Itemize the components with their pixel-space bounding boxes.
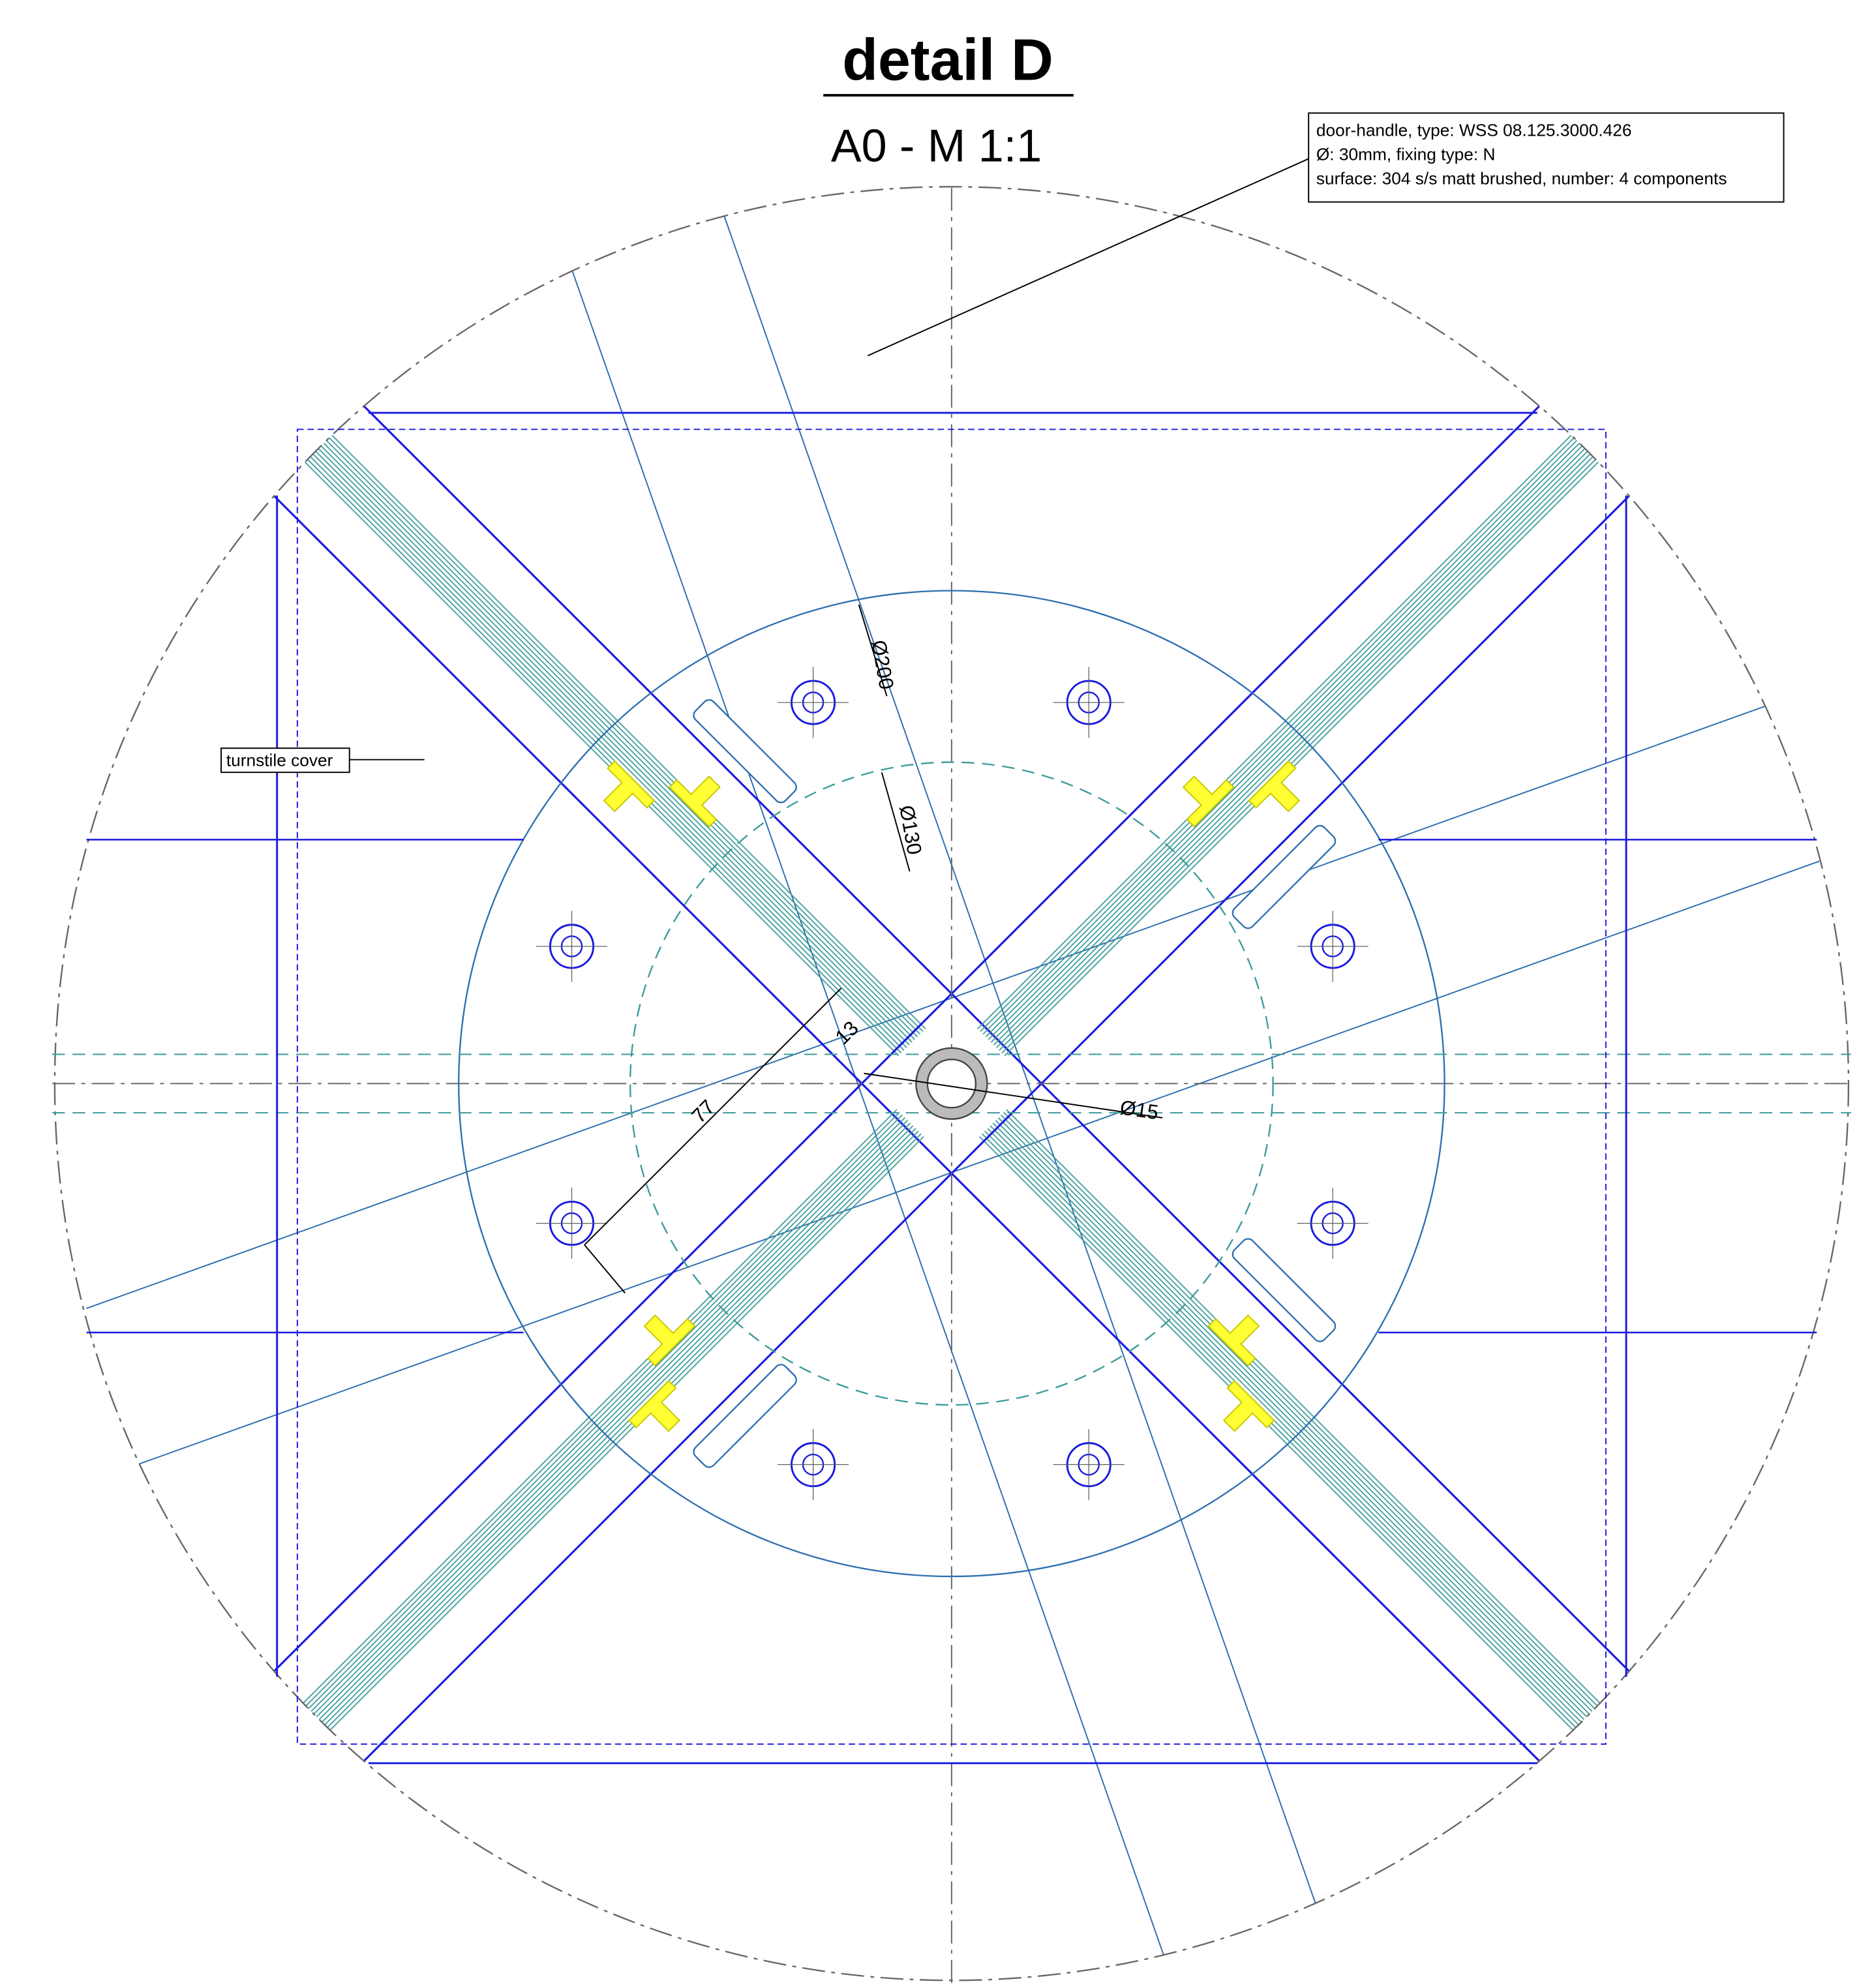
scale: A0 - M 1:1 bbox=[831, 120, 1042, 171]
note-line: surface: 304 s/s matt brushed, number: 4… bbox=[1316, 168, 1727, 188]
background bbox=[0, 0, 1874, 1988]
note-line: door-handle, type: WSS 08.125.3000.426 bbox=[1316, 120, 1632, 140]
page: {"title":"detail D","scale":"A0 - M 1:1"… bbox=[0, 0, 1874, 1988]
title: detail D bbox=[842, 27, 1053, 93]
note-line: Ø: 30mm, fixing type: N bbox=[1316, 144, 1496, 164]
drawing: detail D A0 - M 1:1 door-handle, type: W… bbox=[0, 0, 1874, 1988]
label: turnstile cover bbox=[226, 750, 333, 770]
